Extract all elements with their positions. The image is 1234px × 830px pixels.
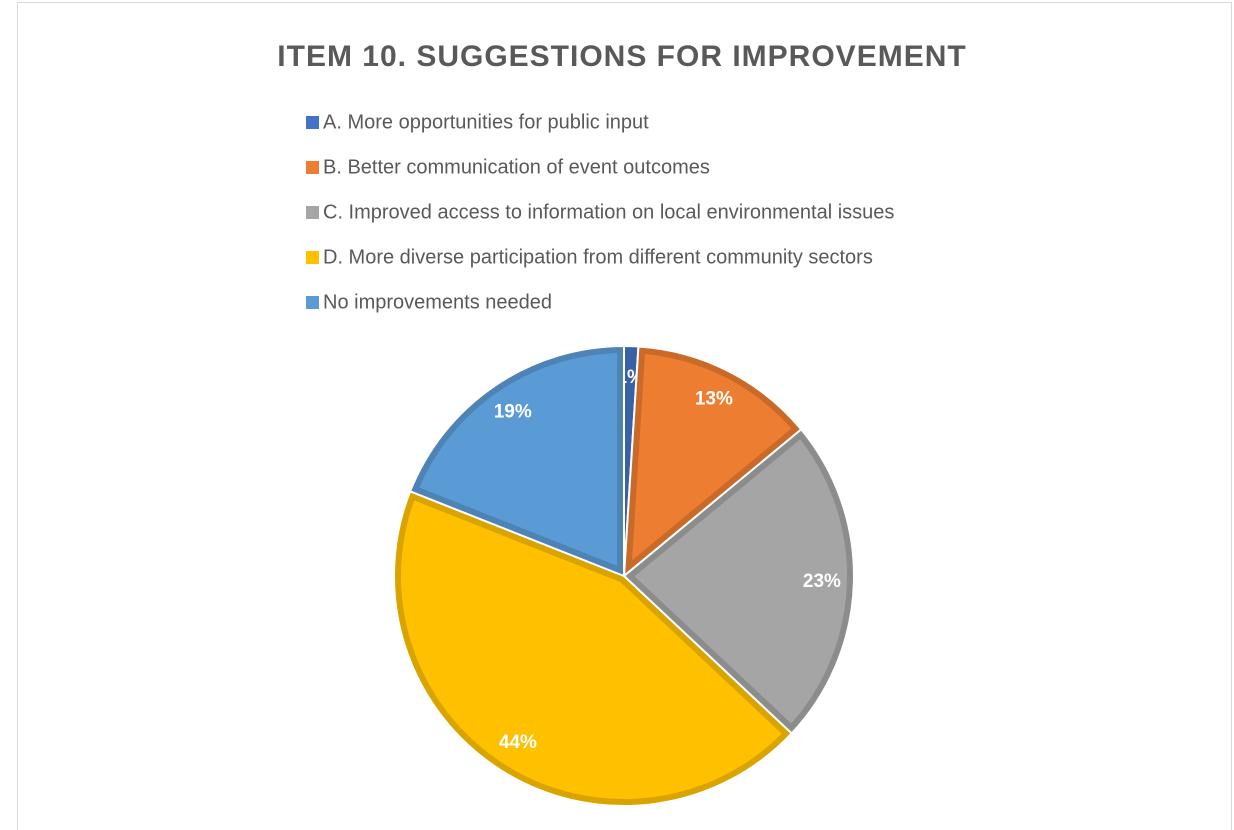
legend-swatch [306, 161, 319, 174]
legend-swatch [306, 206, 319, 219]
legend-swatch [306, 296, 319, 309]
legend-label: B. Better communication of event outcome… [323, 156, 710, 178]
legend-swatch [306, 251, 319, 264]
legend-label: A. More opportunities for public input [323, 111, 649, 133]
slice-group [409, 345, 625, 577]
slice-separator [392, 490, 793, 807]
legend-label: C. Improved access to information on loc… [323, 201, 894, 223]
data-label: 13% [695, 389, 733, 410]
chart-border [17, 2, 1232, 830]
legend-label: D. More diverse participation from diffe… [323, 246, 873, 268]
slice-group [623, 428, 855, 735]
slice-separator [623, 428, 855, 735]
slice-group [392, 490, 793, 807]
data-label: 23% [803, 571, 841, 592]
slice-separator [623, 345, 803, 577]
chart-title: ITEM 10. SUGGESTIONS FOR IMPROVEMENT [277, 40, 966, 73]
data-label: 19% [494, 401, 532, 422]
data-label: 44% [499, 732, 537, 753]
legend-swatch [306, 116, 319, 129]
legend-label: No improvements needed [323, 291, 552, 313]
slice-group [623, 345, 803, 577]
slice-separator [409, 345, 625, 577]
